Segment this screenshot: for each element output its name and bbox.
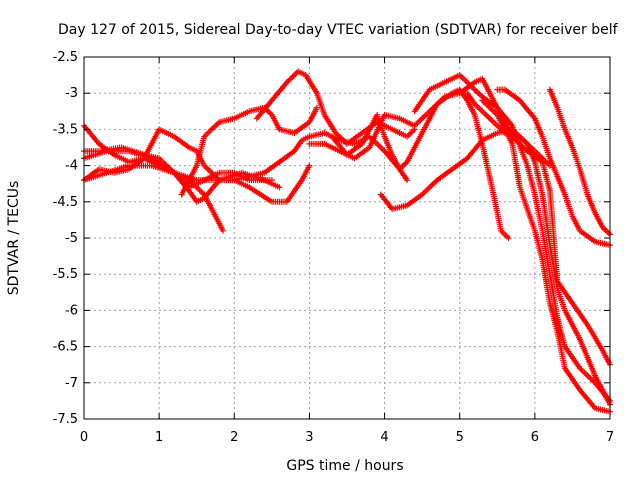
data-points xyxy=(81,68,613,415)
y-axis-title: SDTVAR / TECUs xyxy=(6,181,22,296)
series-markers xyxy=(178,104,320,198)
y-tick-label: -7 xyxy=(65,376,78,391)
y-tick-label: -3 xyxy=(65,86,78,101)
y-tick-label: -5.5 xyxy=(53,267,78,282)
y-tick-label: -6 xyxy=(65,303,78,318)
series-markers xyxy=(546,86,613,238)
x-axis-title: GPS time / hours xyxy=(286,458,403,474)
y-tick-label: -4.5 xyxy=(53,195,78,210)
y-tick-label: -6.5 xyxy=(53,340,78,355)
series-markers xyxy=(456,75,613,368)
x-tick-label: 5 xyxy=(456,430,464,445)
x-tick-label: 4 xyxy=(380,430,388,445)
series-track-7 xyxy=(253,68,418,147)
y-tick-label: -2.5 xyxy=(53,50,78,65)
x-tick-label: 2 xyxy=(230,430,238,445)
series-markers xyxy=(329,86,512,241)
x-tick-label: 6 xyxy=(531,430,539,445)
series-track-14 xyxy=(494,86,613,249)
y-tick-label: -3.5 xyxy=(53,122,78,137)
x-tick-label: 3 xyxy=(305,430,313,445)
series-track-15 xyxy=(546,86,613,238)
x-tick-label: 0 xyxy=(80,430,88,445)
y-tick-label: -7.5 xyxy=(53,412,78,427)
series-markers xyxy=(411,72,613,404)
x-tick-label: 1 xyxy=(155,430,163,445)
y-tick-label: -4 xyxy=(65,159,78,174)
series-markers xyxy=(494,86,613,249)
series-track-11 xyxy=(411,72,613,404)
x-tick-label: 7 xyxy=(606,430,614,445)
series-track-12 xyxy=(456,75,613,368)
series-markers xyxy=(253,68,418,147)
ticks: 0 1 2 3 4 5 6 7 -2.5 -3 -3.5 -4 -4.5 -5 -5.5 -6 -6.5 -7 -7… xyxy=(53,50,615,445)
series-track-13 xyxy=(479,97,613,415)
y-tick-label: -5 xyxy=(65,231,78,246)
series-track-9 xyxy=(329,86,512,241)
series-markers xyxy=(479,97,613,415)
series-track-6 xyxy=(178,104,320,198)
chart-title: Day 127 of 2015, Sidereal Day-to-day VTE… xyxy=(58,22,619,38)
